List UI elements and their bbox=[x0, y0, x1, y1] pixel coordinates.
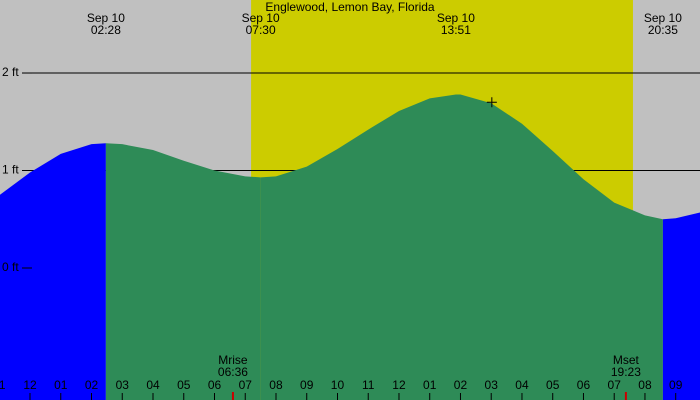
y-tick-label: 0 ft bbox=[2, 260, 19, 274]
falling-tide bbox=[260, 94, 663, 400]
event-time: 13:51 bbox=[441, 23, 471, 37]
x-tick-label: 10 bbox=[331, 378, 345, 392]
x-tick-label: 04 bbox=[515, 378, 529, 392]
x-tick-label: 09 bbox=[300, 378, 314, 392]
rising-tide bbox=[662, 212, 700, 400]
x-tick-label: 01 bbox=[54, 378, 68, 392]
x-tick-label: 12 bbox=[392, 378, 406, 392]
moon-label: Mset bbox=[613, 353, 640, 367]
x-tick-label: 12 bbox=[23, 378, 37, 392]
x-tick-label: 11 bbox=[362, 378, 375, 392]
x-tick-label: 07 bbox=[608, 378, 622, 392]
event-time: 20:35 bbox=[648, 23, 678, 37]
x-tick-label: 03 bbox=[485, 378, 499, 392]
x-tick-label: 06 bbox=[577, 378, 591, 392]
x-tick-label: 02 bbox=[85, 378, 99, 392]
event-date: Sep 10 bbox=[242, 11, 280, 25]
x-tick-label: 03 bbox=[116, 378, 130, 392]
x-tick-label: 08 bbox=[269, 378, 283, 392]
event-time: 07:30 bbox=[246, 23, 276, 37]
rising-tide bbox=[0, 143, 106, 400]
x-tick-label: 05 bbox=[546, 378, 560, 392]
falling-tide bbox=[105, 143, 261, 400]
x-tick-label: 01 bbox=[423, 378, 437, 392]
x-tick-label: 07 bbox=[239, 378, 253, 392]
chart-title: Englewood, Lemon Bay, Florida bbox=[265, 0, 435, 14]
x-tick-label: 05 bbox=[177, 378, 191, 392]
x-tick-label: 08 bbox=[638, 378, 652, 392]
x-tick-label: 04 bbox=[146, 378, 160, 392]
event-date: Sep 10 bbox=[87, 11, 125, 25]
x-tick-label: 11 bbox=[0, 378, 6, 392]
x-tick-label: 06 bbox=[208, 378, 222, 392]
moon-time: 06:36 bbox=[218, 365, 248, 379]
event-date: Sep 10 bbox=[644, 11, 682, 25]
x-tick-label: 02 bbox=[454, 378, 468, 392]
moon-time: 19:23 bbox=[611, 365, 641, 379]
current-marker bbox=[486, 97, 497, 108]
event-time: 02:28 bbox=[91, 23, 121, 37]
y-tick-label: 1 ft bbox=[2, 163, 19, 177]
moon-label: Mrise bbox=[218, 353, 248, 367]
y-tick-label: 2 ft bbox=[2, 65, 19, 79]
x-tick-label: 09 bbox=[669, 378, 683, 392]
event-date: Sep 10 bbox=[437, 11, 475, 25]
